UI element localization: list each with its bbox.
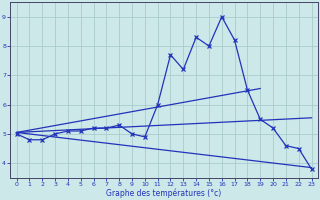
X-axis label: Graphe des températures (°c): Graphe des températures (°c) [107, 188, 222, 198]
